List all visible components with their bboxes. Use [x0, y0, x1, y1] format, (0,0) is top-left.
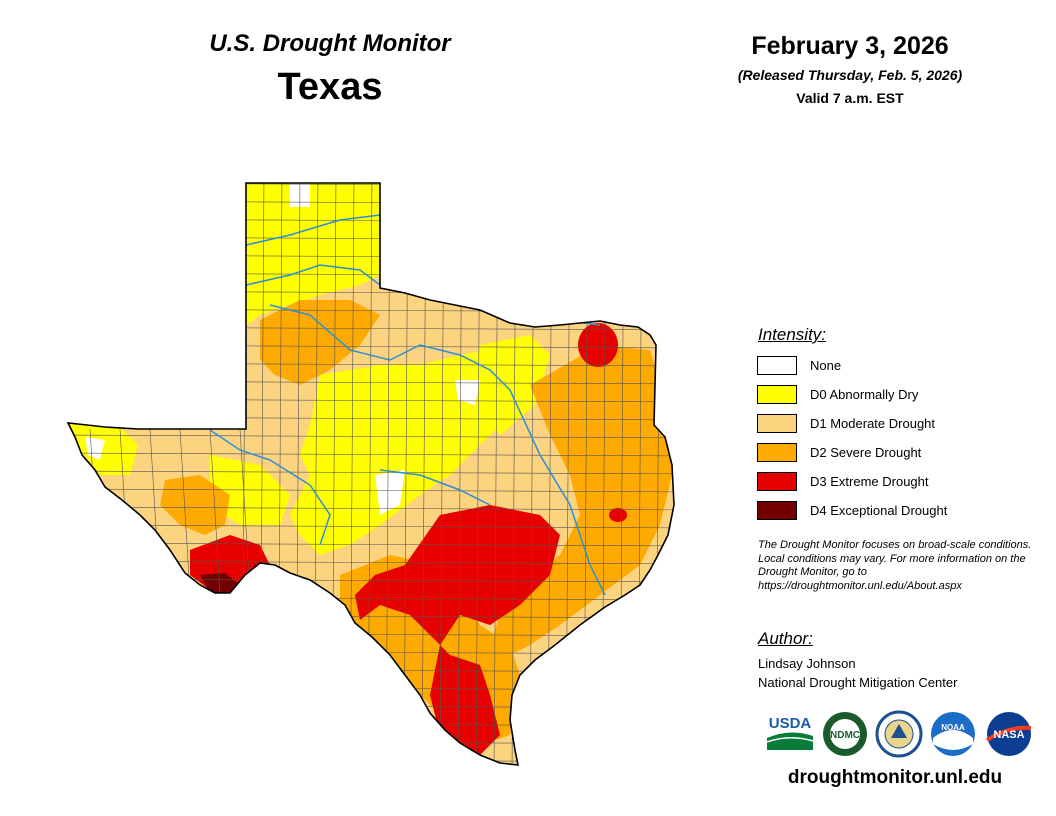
county-line [68, 434, 674, 439]
noaa-logo: NOAA [931, 712, 975, 756]
commerce-seal-logo [875, 710, 923, 758]
author-name: Lindsay Johnson [758, 656, 856, 671]
legend-swatch [757, 355, 797, 375]
county-line [68, 686, 674, 691]
county-line [68, 470, 674, 475]
d3-area-east-small [609, 508, 627, 522]
county-line [179, 428, 191, 596]
none-area-west [85, 437, 105, 460]
legend-label: D1 Moderate Drought [810, 415, 936, 431]
county-line [209, 428, 221, 596]
county-line [68, 452, 674, 457]
legend-item-d3: D3 Extreme Drought [757, 471, 929, 491]
svg-text:NDMC: NDMC [830, 730, 860, 741]
disclaimer-note: The Drought Monitor focuses on broad-sca… [758, 539, 1032, 592]
county-line [68, 488, 674, 493]
svg-text:NASA: NASA [993, 729, 1024, 741]
release-date: (Released Thursday, Feb. 5, 2026) [737, 67, 963, 83]
none-area-central [375, 470, 405, 515]
d3-area-northeast [578, 323, 618, 367]
legend-label: D4 Exceptional Drought [810, 502, 948, 518]
d0-area-far-west [70, 423, 138, 475]
county-line [68, 758, 674, 763]
legend-item-none: None [757, 355, 841, 375]
valid-time: Valid 7 a.m. EST [796, 90, 904, 106]
nasa-logo: NASA [985, 712, 1032, 756]
county-line [68, 524, 674, 529]
legend-label: None [810, 357, 842, 373]
rivers [209, 214, 606, 596]
ndmc-logo: NDMC [823, 712, 867, 756]
county-line [68, 740, 674, 745]
county-line [673, 183, 674, 765]
texas-drought-map [67, 182, 675, 766]
usda-logo: USDA [766, 715, 814, 750]
canadian-river [245, 214, 381, 246]
author-title: Author: [758, 629, 813, 648]
svg-text:USDA: USDA [769, 715, 812, 732]
legend-swatch [757, 384, 797, 404]
legend-swatch [757, 442, 797, 462]
county-line [68, 542, 674, 547]
legend-title: Intensity: [758, 325, 827, 344]
legend-label: D2 Severe Drought [810, 444, 922, 460]
county-line [68, 650, 674, 655]
none-area-north [455, 380, 480, 405]
county-line [68, 704, 674, 709]
legend-swatch [757, 500, 797, 520]
legend-label: D0 Abnormally Dry [810, 386, 919, 402]
author-org: National Drought Mitigation Center [758, 675, 958, 690]
partner-logos: USDA NDMC NOAA NASA [765, 710, 1035, 762]
county-line [68, 722, 674, 727]
pecos-river [209, 429, 331, 546]
county-line [68, 506, 674, 511]
d0-area-north-central [470, 335, 550, 435]
website-url[interactable]: droughtmonitor.unl.edu [787, 767, 1003, 788]
colorado-river [379, 469, 491, 506]
d3-area-central-south [355, 505, 560, 755]
legend-item-d4: D4 Exceptional Drought [757, 500, 947, 520]
legend-swatch [757, 471, 797, 491]
legend-swatch [757, 413, 797, 433]
svg-text:NOAA: NOAA [941, 723, 965, 732]
legend-item-d1: D1 Moderate Drought [757, 413, 935, 433]
county-line [239, 428, 251, 596]
brazos-river [269, 304, 606, 596]
d2-area-northwest [260, 300, 380, 385]
legend-item-d2: D2 Severe Drought [757, 442, 921, 462]
map-date: February 3, 2026 [751, 32, 949, 60]
county-line [68, 668, 674, 673]
legend-item-d0: D0 Abnormally Dry [757, 384, 918, 404]
legend-label: D3 Extreme Drought [810, 473, 929, 489]
red-river-north [245, 264, 381, 286]
county-line [68, 428, 71, 596]
map-title: U.S. Drought Monitor [209, 30, 451, 57]
state-name: Texas [277, 66, 383, 108]
